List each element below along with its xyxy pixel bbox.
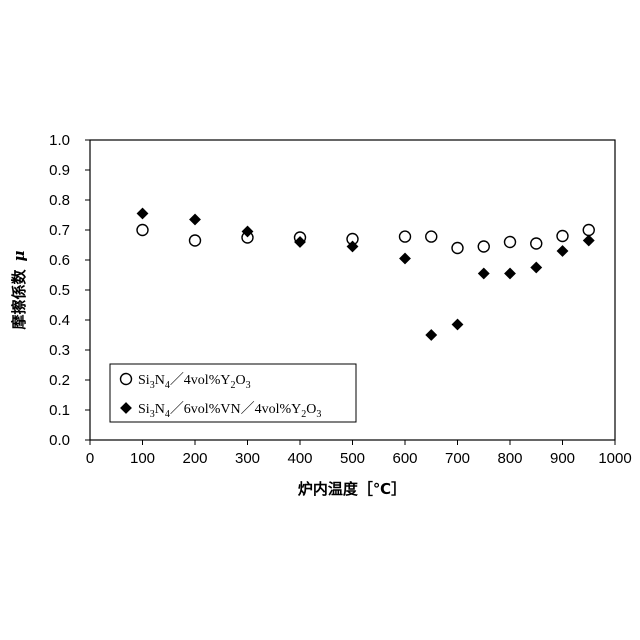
y-tick-label: 0.8 [49,192,70,209]
x-tick-label: 900 [550,450,575,467]
data-point-circle [426,231,437,242]
y-tick-label: 0.9 [49,162,70,179]
y-axis-symbol: μ [10,250,28,261]
y-tick-label: 0.2 [49,372,70,389]
svg-text:摩擦係数μ: 摩擦係数 μ [10,250,28,329]
y-tick-label: 0.4 [49,312,70,329]
x-tick-label: 800 [497,450,522,467]
data-point-circle [452,243,463,254]
data-point-circle [531,238,542,249]
data-point-circle [583,225,594,236]
x-tick-label: 0 [86,450,94,467]
y-tick-label: 1.0 [49,132,70,149]
data-point-circle [557,231,568,242]
x-tick-label: 1000 [598,450,631,467]
data-point-circle [190,235,201,246]
x-tick-label: 100 [130,450,155,467]
x-tick-label: 600 [392,450,417,467]
data-point-circle [137,225,148,236]
legend-marker [121,374,132,385]
x-tick-label: 700 [445,450,470,467]
x-tick-label: 400 [287,450,312,467]
y-tick-label: 0.6 [49,252,70,269]
y-tick-label: 0.0 [49,432,70,449]
legend: Si3N4／4vol%Y2O3Si3N4／6vol%VN／4vol%Y2O3 [110,364,356,422]
data-point-circle [478,241,489,252]
x-axis-title: 炉内温度［℃］ [298,480,406,498]
data-point-circle [400,231,411,242]
data-point-circle [505,237,516,248]
y-tick-label: 0.7 [49,222,70,239]
y-axis-title-text: 摩擦係数 [10,268,28,329]
y-tick-label: 0.5 [49,282,70,299]
y-axis-title: 摩擦係数 μ [10,250,28,329]
y-tick-label: 0.1 [49,402,70,419]
y-tick-label: 0.3 [49,342,70,359]
x-tick-label: 200 [182,450,207,467]
x-tick-label: 300 [235,450,260,467]
x-tick-label: 500 [340,450,365,467]
